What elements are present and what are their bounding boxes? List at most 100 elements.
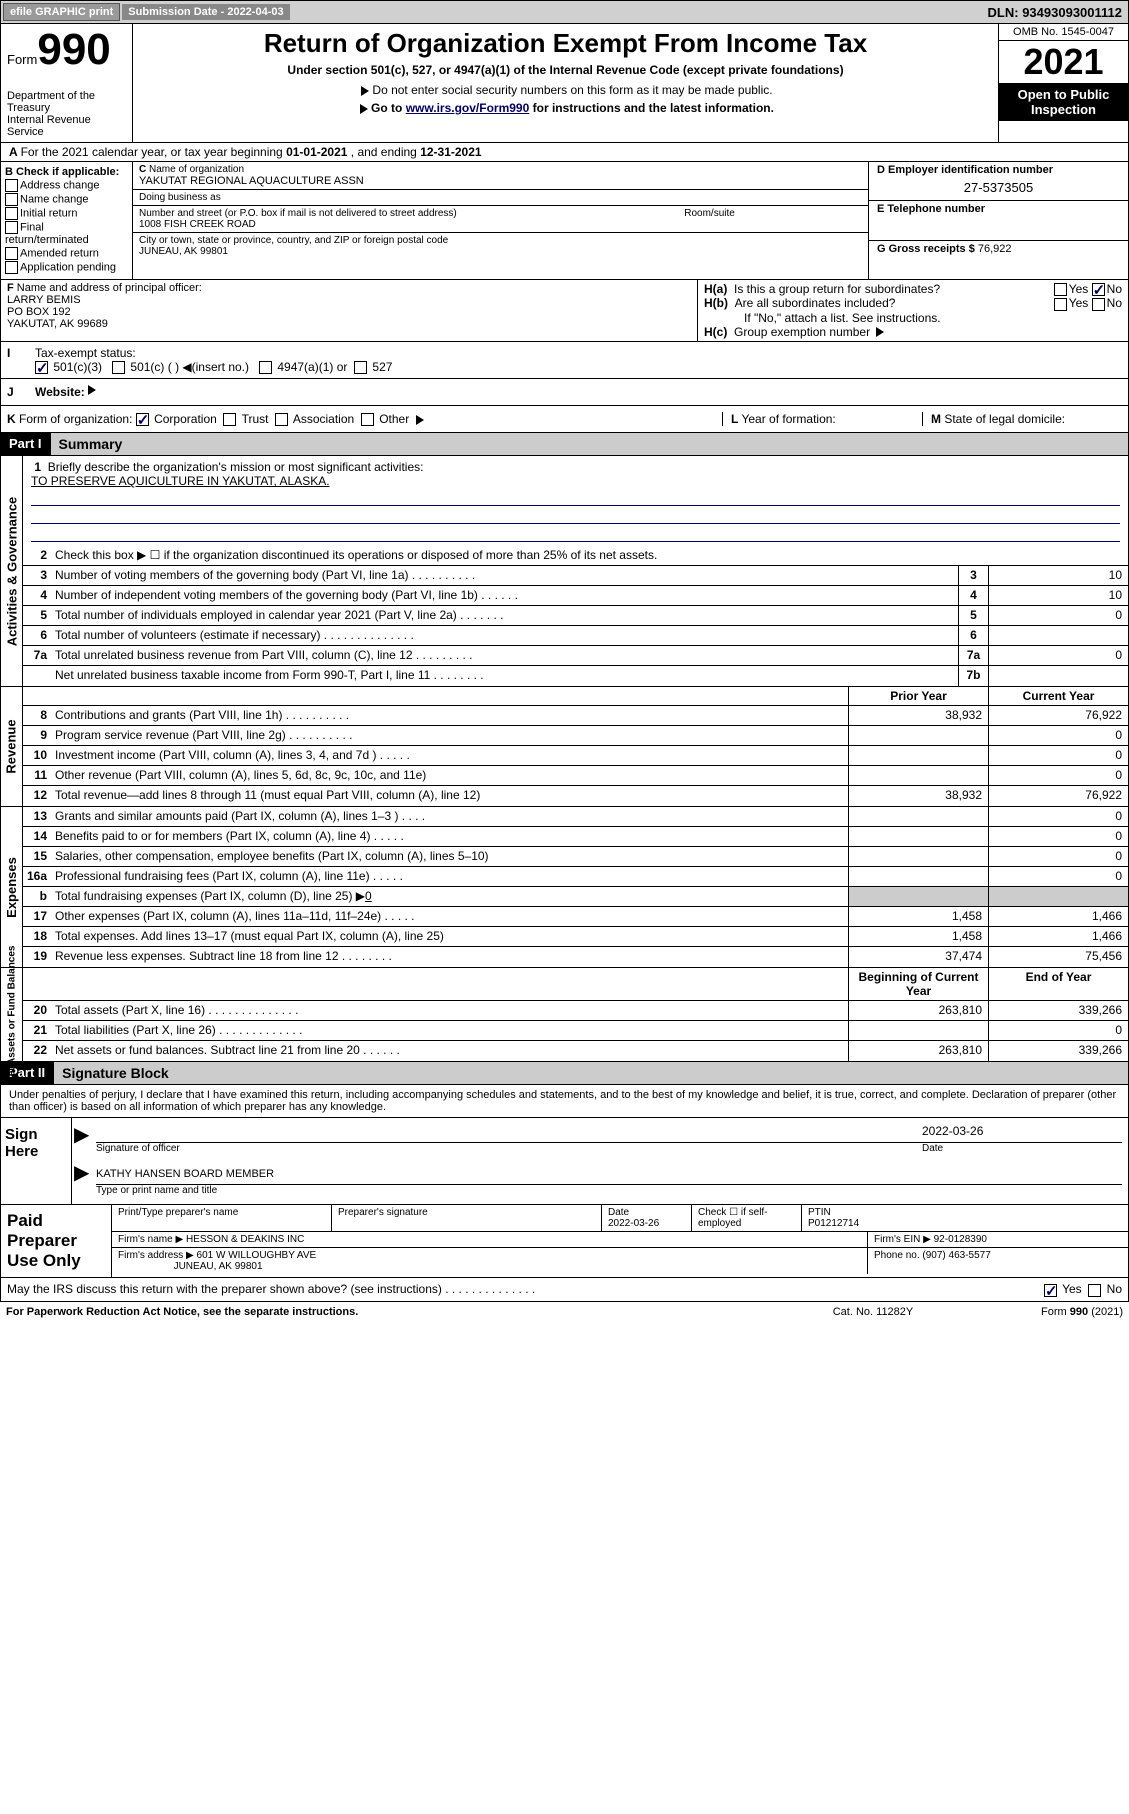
chk-527[interactable] bbox=[354, 361, 367, 374]
part1-title: Summary bbox=[50, 433, 1128, 455]
sign-here-label: Sign Here bbox=[1, 1118, 71, 1204]
footer-discuss: May the IRS discuss this return with the… bbox=[0, 1278, 1129, 1301]
firm-phone: (907) 463-5577 bbox=[922, 1250, 990, 1261]
chk-application-pending[interactable]: Application pending bbox=[5, 261, 128, 274]
chk-amended-return[interactable]: Amended return bbox=[5, 247, 128, 260]
sig-name-label: Type or print name and title bbox=[96, 1185, 1122, 1196]
irs-link[interactable]: www.irs.gov/Form990 bbox=[406, 101, 530, 115]
ein: 27-5373505 bbox=[877, 180, 1120, 195]
officer-name: LARRY BEMIS bbox=[7, 294, 81, 306]
firm-ein: 92-0128390 bbox=[934, 1234, 987, 1245]
l19-curr: 75,456 bbox=[988, 947, 1128, 967]
l10-prior bbox=[848, 746, 988, 765]
part1-label: Part I bbox=[1, 433, 50, 455]
l18-prior: 1,458 bbox=[848, 927, 988, 946]
row-klm: K Form of organization: Corporation Trus… bbox=[0, 406, 1129, 433]
top-bar: efile GRAPHIC print Submission Date - 20… bbox=[0, 0, 1129, 24]
header-left: Form990 Department of the Treasury Inter… bbox=[1, 24, 133, 142]
irs-label: Internal Revenue Service bbox=[7, 114, 126, 138]
preparer-label: Paid Preparer Use Only bbox=[1, 1205, 111, 1277]
form-ref: Form 990 (2021) bbox=[973, 1306, 1123, 1318]
chk-4947[interactable] bbox=[259, 361, 272, 374]
chk-initial-return[interactable]: Initial return bbox=[5, 207, 128, 220]
line1-text: Briefly describe the organization's miss… bbox=[48, 460, 424, 474]
omb-number: OMB No. 1545-0047 bbox=[999, 24, 1128, 41]
form-title: Return of Organization Exempt From Incom… bbox=[141, 28, 990, 59]
line3-text: Number of voting members of the governin… bbox=[51, 566, 958, 585]
line4-text: Number of independent voting members of … bbox=[51, 586, 958, 605]
header-right: OMB No. 1545-0047 2021 Open to Public In… bbox=[998, 24, 1128, 142]
chk-corp[interactable] bbox=[136, 413, 149, 426]
prep-self-emp[interactable]: Check ☐ if self-employed bbox=[692, 1205, 802, 1231]
header-mid: Return of Organization Exempt From Incom… bbox=[133, 24, 998, 142]
l20-eoy: 339,266 bbox=[988, 1001, 1128, 1020]
l13-curr: 0 bbox=[988, 807, 1128, 826]
line6-val bbox=[988, 626, 1128, 645]
l16b-val: 0 bbox=[365, 889, 372, 903]
open-public: Open to Public Inspection bbox=[999, 83, 1128, 121]
arrow-icon: ▶ bbox=[74, 1122, 89, 1147]
officer-addr1: PO BOX 192 bbox=[7, 306, 71, 318]
pra-notice: For Paperwork Reduction Act Notice, see … bbox=[6, 1306, 773, 1318]
col-c: C Name of organizationYAKUTAT REGIONAL A… bbox=[133, 162, 868, 279]
arrow-icon bbox=[360, 104, 368, 114]
cell-h: H(a) Is this a group return for subordin… bbox=[698, 280, 1128, 341]
city: JUNEAU, AK 99801 bbox=[139, 246, 862, 257]
chk-assoc[interactable] bbox=[275, 413, 288, 426]
discuss-yes[interactable] bbox=[1044, 1284, 1057, 1297]
l22-boy: 263,810 bbox=[848, 1041, 988, 1061]
chk-trust[interactable] bbox=[223, 413, 236, 426]
l11-curr: 0 bbox=[988, 766, 1128, 785]
ha-yes[interactable] bbox=[1054, 283, 1067, 296]
col-d: D Employer identification number27-53735… bbox=[868, 162, 1128, 279]
form-number: 990 bbox=[37, 25, 110, 74]
h-note: If "No," attach a list. See instructions… bbox=[704, 311, 1122, 325]
cell-f: F Name and address of principal officer:… bbox=[1, 280, 698, 341]
line7a-text: Total unrelated business revenue from Pa… bbox=[51, 646, 958, 665]
l12-curr: 76,922 bbox=[988, 786, 1128, 806]
l20-boy: 263,810 bbox=[848, 1001, 988, 1020]
line7b-text: Net unrelated business taxable income fr… bbox=[51, 666, 958, 686]
row-a: A For the 2021 calendar year, or tax yea… bbox=[0, 143, 1129, 162]
discuss-question: May the IRS discuss this return with the… bbox=[7, 1282, 1044, 1296]
line2-text: Check this box ▶ ☐ if the organization d… bbox=[51, 546, 1128, 565]
preparer-row: Paid Preparer Use Only Print/Type prepar… bbox=[0, 1205, 1129, 1278]
l11-prior bbox=[848, 766, 988, 785]
sig-officer-label: Signature of officer bbox=[96, 1143, 922, 1154]
part2-title: Signature Block bbox=[53, 1062, 1128, 1084]
efile-btn[interactable]: efile GRAPHIC print bbox=[3, 3, 120, 21]
footer-bottom: For Paperwork Reduction Act Notice, see … bbox=[0, 1302, 1129, 1322]
chk-501c3[interactable] bbox=[35, 361, 48, 374]
row-fh: F Name and address of principal officer:… bbox=[0, 280, 1129, 342]
line7b-val bbox=[988, 666, 1128, 686]
sig-date: 2022-03-26 bbox=[922, 1124, 1122, 1138]
l10-curr: 0 bbox=[988, 746, 1128, 765]
section-governance: Activities & Governance 1 Briefly descri… bbox=[0, 456, 1129, 687]
firm-name: HESSON & DEAKINS INC bbox=[186, 1234, 304, 1245]
l15-prior bbox=[848, 847, 988, 866]
l12-prior: 38,932 bbox=[848, 786, 988, 806]
discuss-no[interactable] bbox=[1088, 1284, 1101, 1297]
chk-name-change[interactable]: Name change bbox=[5, 193, 128, 206]
l21-eoy: 0 bbox=[988, 1021, 1128, 1040]
prep-name-lbl: Print/Type preparer's name bbox=[112, 1205, 332, 1231]
line5-val: 0 bbox=[988, 606, 1128, 625]
ha-no[interactable] bbox=[1092, 283, 1105, 296]
prep-date: 2022-03-26 bbox=[608, 1218, 659, 1229]
line5-text: Total number of individuals employed in … bbox=[51, 606, 958, 625]
chk-other[interactable] bbox=[361, 413, 374, 426]
chk-final-return[interactable]: Final return/terminated bbox=[5, 221, 128, 246]
cat-no: Cat. No. 11282Y bbox=[773, 1306, 973, 1318]
form-header: Form990 Department of the Treasury Inter… bbox=[0, 24, 1129, 143]
line4-val: 10 bbox=[988, 586, 1128, 605]
l14-curr: 0 bbox=[988, 827, 1128, 846]
chk-address-change[interactable]: Address change bbox=[5, 179, 128, 192]
hb-yes[interactable] bbox=[1054, 298, 1067, 311]
chk-501c[interactable] bbox=[112, 361, 125, 374]
hb-no[interactable] bbox=[1092, 298, 1105, 311]
l19-prior: 37,474 bbox=[848, 947, 988, 967]
row-j: J Website: bbox=[0, 379, 1129, 406]
l21-boy bbox=[848, 1021, 988, 1040]
sign-here-row: Sign Here ▶ 2022-03-26 Signature of offi… bbox=[0, 1118, 1129, 1205]
arrow-icon bbox=[88, 385, 96, 395]
